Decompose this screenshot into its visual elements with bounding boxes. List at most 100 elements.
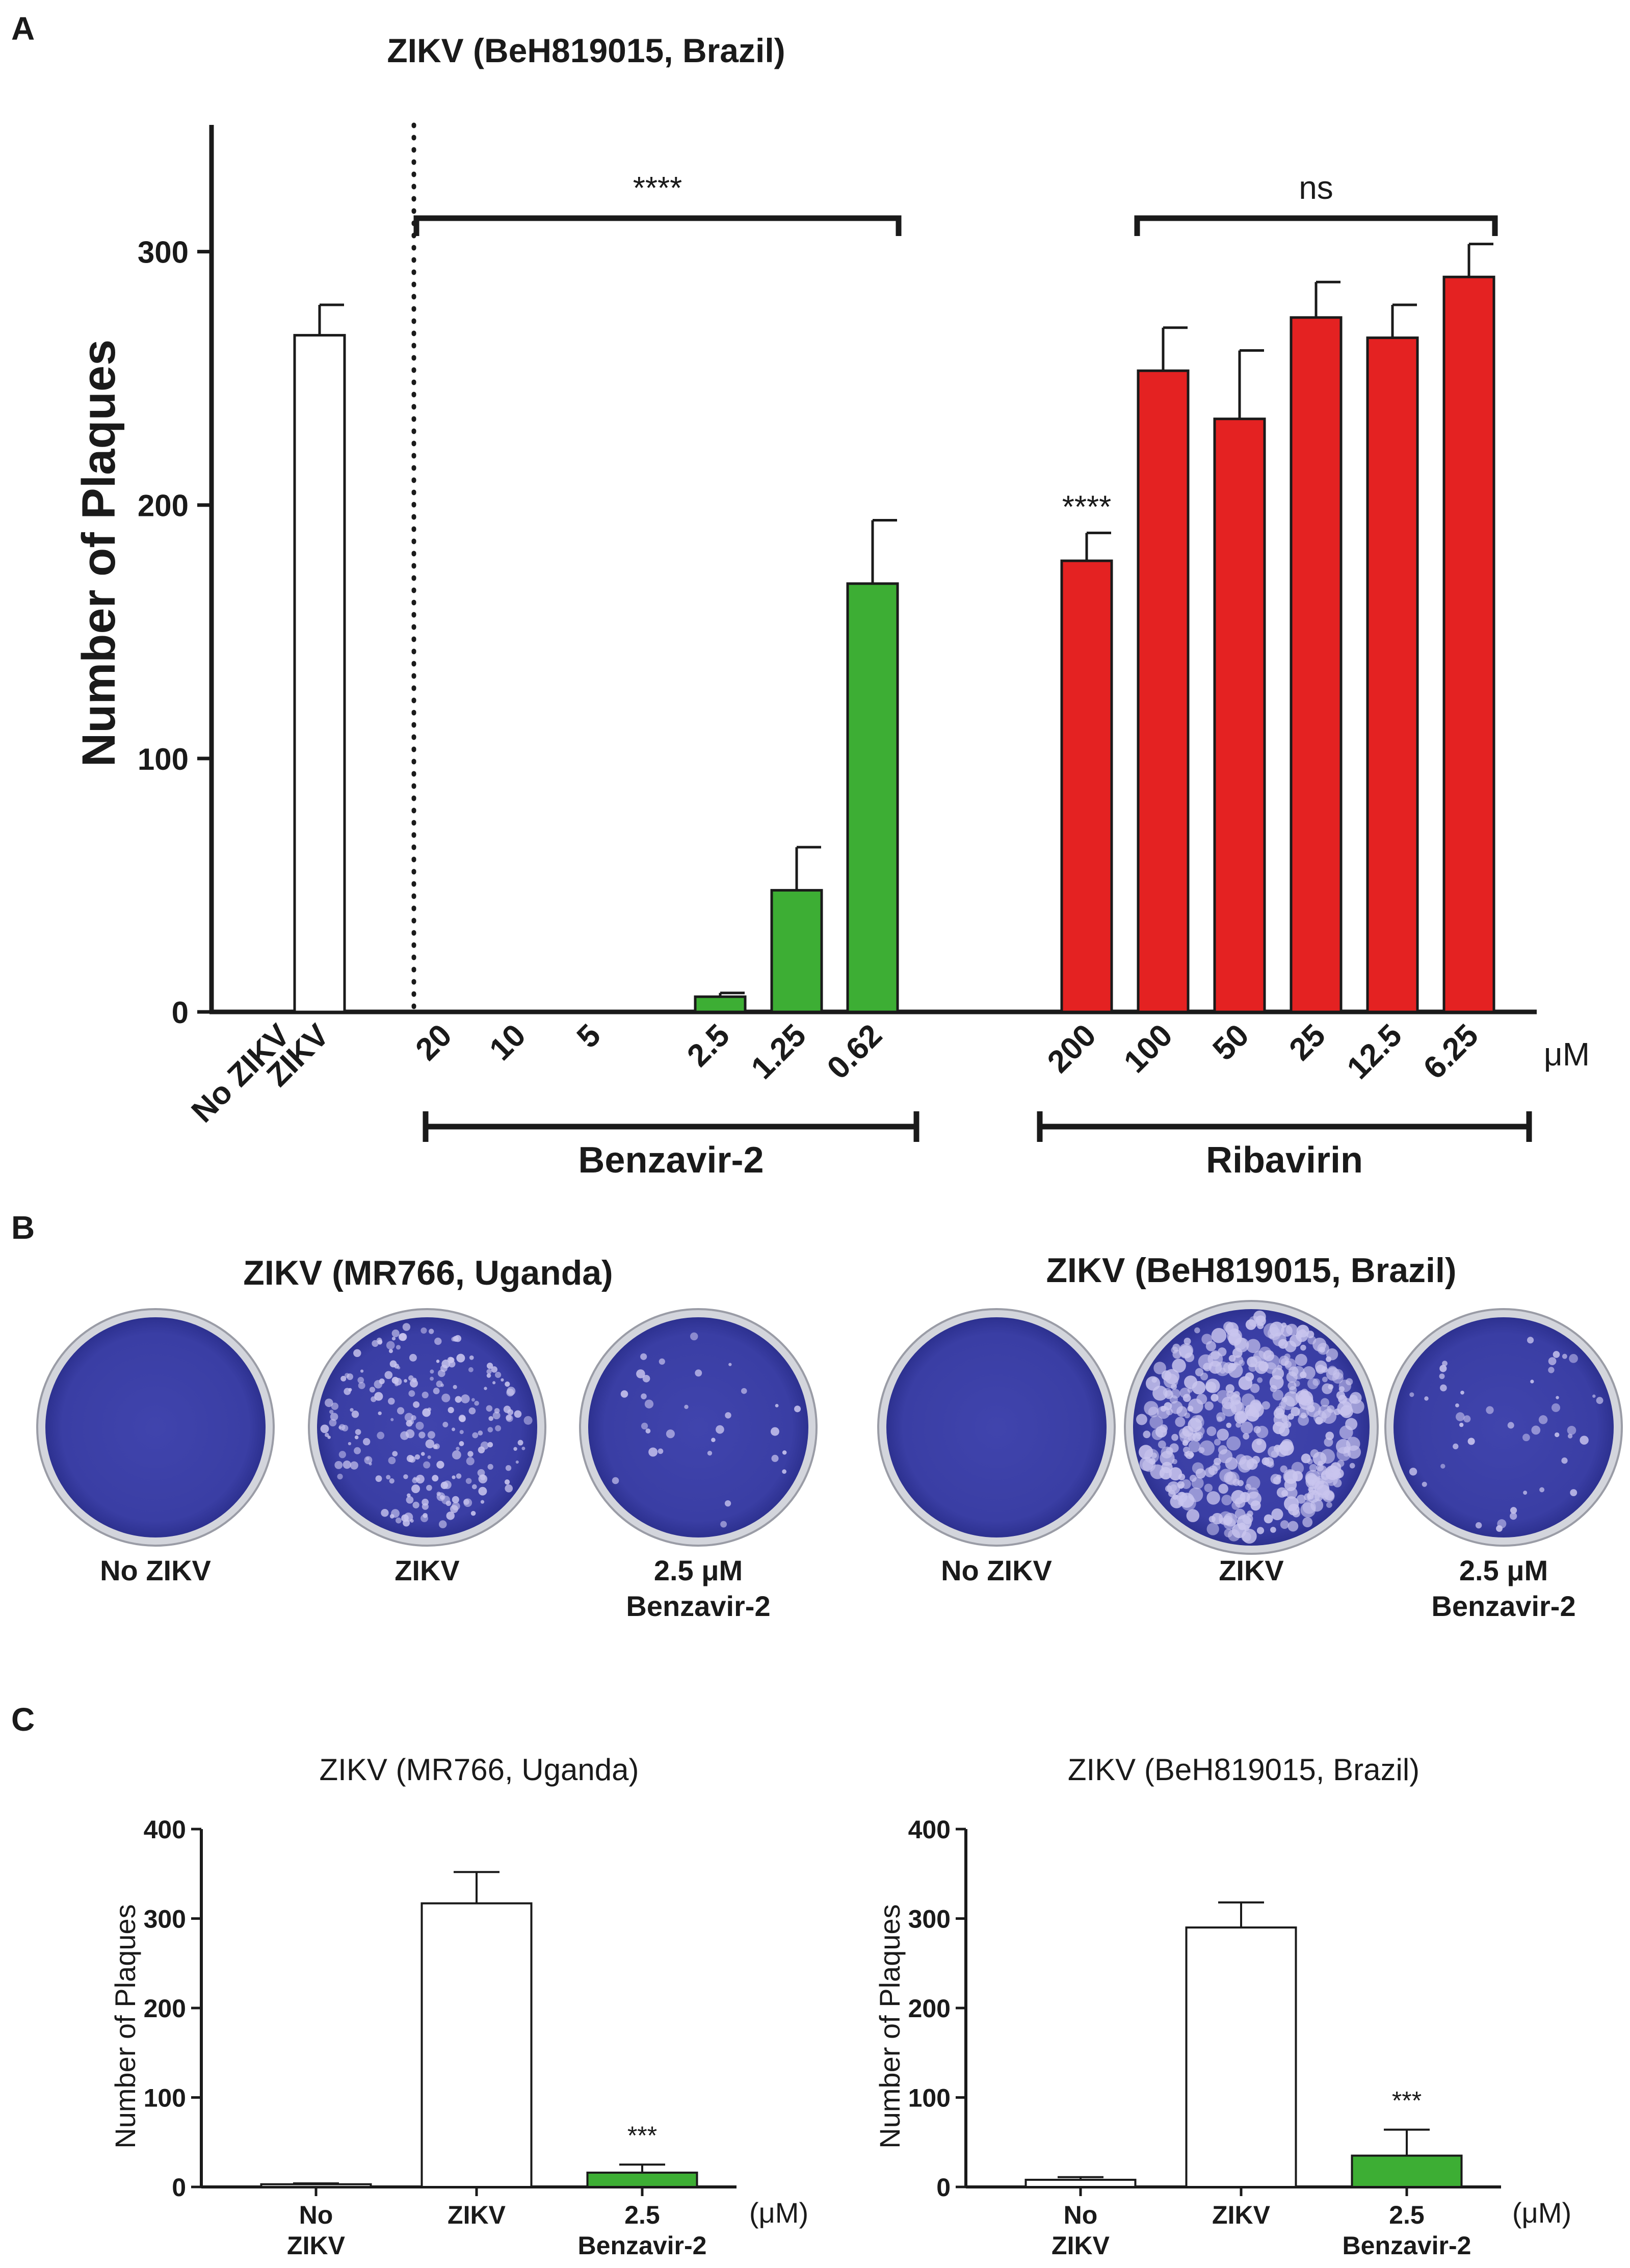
plaque-spot (1284, 1358, 1297, 1371)
plaque-spot (1562, 1353, 1567, 1359)
plaque-spot (716, 1425, 724, 1434)
plaque-spot (1226, 1436, 1241, 1451)
plaque-spot (1167, 1481, 1180, 1495)
plaque-spot (369, 1387, 376, 1393)
plaque-spot (1531, 1425, 1541, 1435)
plaque-spot (1305, 1473, 1317, 1484)
plaque-spot (1555, 1432, 1560, 1438)
plaque-spot (640, 1353, 647, 1360)
plaque-spot (1206, 1523, 1219, 1535)
plaque-spot (1548, 1367, 1555, 1373)
chart-c2-x-tick-label: ZIKV (1051, 2231, 1110, 2260)
plaque-spot (666, 1429, 675, 1439)
plaque-spot (1287, 1381, 1297, 1390)
plaque-spot (1561, 1457, 1568, 1464)
plaque-spot (351, 1411, 359, 1418)
plaque-spot (1439, 1373, 1445, 1379)
plaque-spot (425, 1439, 435, 1449)
plaque-spot (1308, 1487, 1317, 1495)
chart-c2-x-tick-label: ZIKV (1212, 2201, 1271, 2229)
plaque-spot (1280, 1325, 1293, 1337)
plaque-spot (1179, 1387, 1191, 1398)
plaque-spot (1302, 1517, 1313, 1528)
plaque-spot (492, 1412, 501, 1420)
plaque-spot (1268, 1461, 1274, 1468)
plaque-spot (1250, 1399, 1261, 1411)
chart-a-bar (694, 995, 747, 1013)
plaque-spot (391, 1337, 396, 1341)
chart-c2-y-axis-label: Number of Plaques (874, 1904, 906, 2148)
plate-label: No ZIKV (100, 1554, 211, 1586)
plaque-spot (445, 1500, 452, 1506)
plaque-spot (1548, 1357, 1557, 1365)
plaque-spot (1257, 1377, 1263, 1383)
plaque-spot (386, 1341, 395, 1350)
plaque-spot (1280, 1395, 1295, 1411)
plaque-spot (1217, 1428, 1229, 1441)
plaque-spot (1224, 1528, 1233, 1537)
plaque-spot (495, 1425, 502, 1431)
plaque-spot (412, 1377, 417, 1383)
plaque-spot (487, 1442, 493, 1448)
plaque-spot (491, 1366, 498, 1373)
plaque-spot (1163, 1373, 1178, 1389)
plaque-spot (397, 1366, 401, 1370)
plaque-spot (1188, 1440, 1201, 1453)
plaque-spot (1322, 1376, 1328, 1383)
plaque-spot (1211, 1394, 1219, 1402)
plaque-spot (411, 1484, 420, 1494)
plaque-spot (427, 1455, 431, 1459)
plaque-spot (1234, 1411, 1247, 1424)
chart-c1-y-tick-label: 300 (144, 1905, 186, 1934)
plaque-spot (642, 1375, 650, 1383)
plaque-spot (1172, 1359, 1186, 1373)
chart-a-group-brackets: Benzavir-2 Ribavirin (423, 1111, 1532, 1181)
plaque-spot (338, 1424, 346, 1431)
plaque-spot (1258, 1346, 1272, 1360)
plaque-spot (384, 1371, 393, 1379)
plaque-spot (1287, 1413, 1294, 1420)
plaque-spot (452, 1427, 456, 1431)
plaque-spot (1233, 1355, 1244, 1366)
chart-a-bar (1213, 418, 1266, 1013)
plaque-spot (466, 1457, 475, 1466)
plaque-spot (1217, 1416, 1223, 1422)
plaque-spot (1272, 1421, 1285, 1435)
chart-c2-x-tick-label: No (1064, 2201, 1098, 2229)
chart-a-x-tick-label: 12.5 (1340, 1018, 1409, 1086)
plaque-spot (711, 1438, 716, 1442)
plaque-spot (1208, 1465, 1218, 1475)
plaque-spot (388, 1456, 396, 1465)
plaque-spot (1235, 1422, 1242, 1428)
plaque-spot (1507, 1422, 1514, 1429)
plaque-spot (513, 1447, 517, 1451)
plaque-spot (1326, 1502, 1332, 1508)
plaque-spot (418, 1431, 426, 1439)
plaque-spot (442, 1422, 449, 1427)
plaque-spot (348, 1442, 352, 1446)
chart-a-x-tick-label: 6.25 (1417, 1018, 1485, 1086)
plaque-spot (437, 1369, 445, 1377)
plaque-spot (452, 1502, 460, 1510)
plaque-spot (413, 1401, 420, 1408)
plaque-spot (1286, 1371, 1298, 1383)
plaque-spot (1181, 1479, 1191, 1489)
chart-a-y-tick-label: 100 (138, 742, 189, 776)
plate-label: No ZIKV (941, 1554, 1052, 1586)
chart-a-significance-label: ns (1299, 169, 1333, 206)
plaque-spot (438, 1520, 447, 1528)
plaque-spot (478, 1430, 483, 1436)
plaque-spot (391, 1509, 400, 1518)
plaque-spot (1283, 1496, 1299, 1511)
chart-c1-y-tick-label: 100 (144, 2084, 186, 2113)
plate-well (1394, 1317, 1614, 1537)
plaque-spot (455, 1396, 462, 1403)
plaque-spot (1327, 1405, 1335, 1413)
plaque-spot (354, 1447, 361, 1454)
plaque-spot (343, 1461, 351, 1469)
plaque-spot (1246, 1339, 1260, 1353)
plaque-spot (1300, 1389, 1308, 1396)
chart-c1-x-tick-label: Benzavir-2 (578, 2231, 707, 2260)
